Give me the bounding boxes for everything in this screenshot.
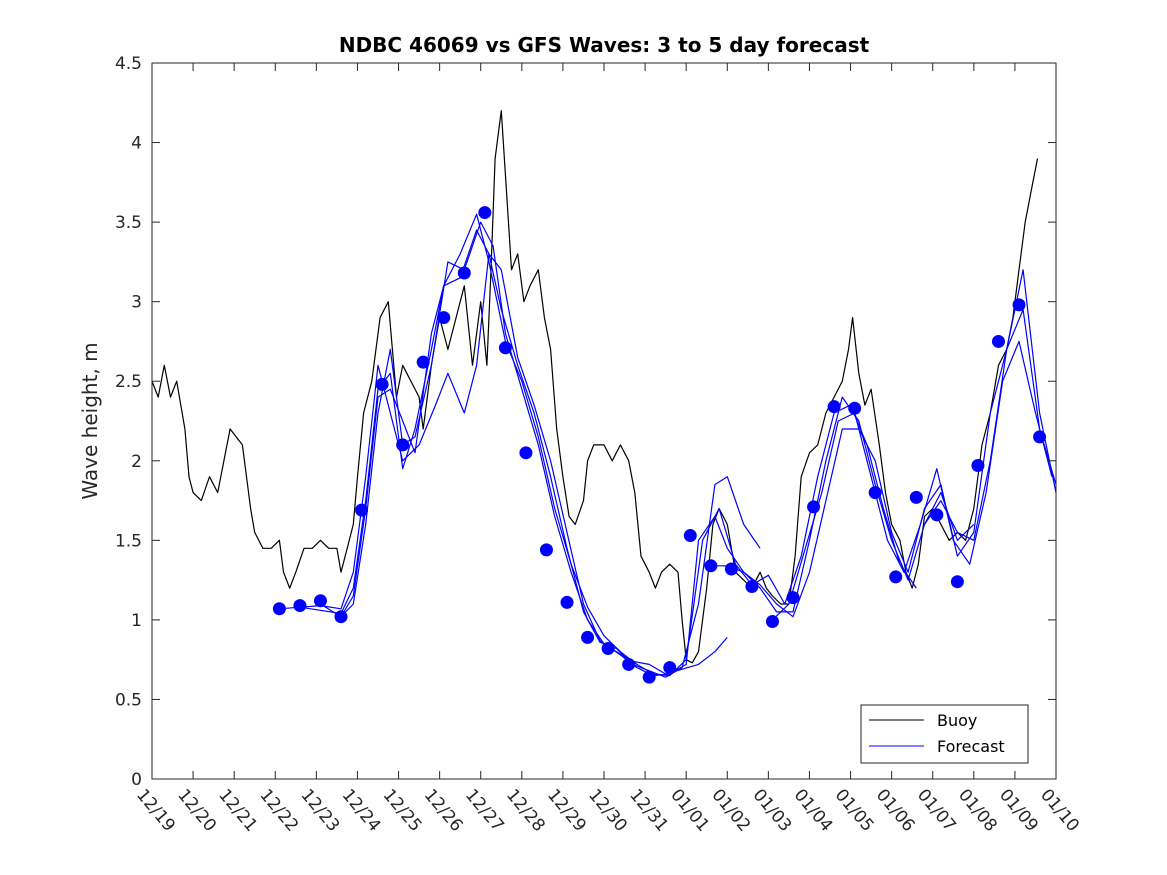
forecast-marker — [868, 486, 882, 500]
forecast-marker — [519, 446, 533, 460]
forecast-marker — [539, 543, 553, 557]
forecast-marker — [827, 400, 841, 414]
forecast-marker — [991, 334, 1005, 348]
plot-background — [152, 63, 1056, 779]
legend-label-buoy: Buoy — [937, 711, 977, 730]
forecast-marker — [971, 459, 985, 473]
forecast-line — [772, 340, 1053, 621]
forecast-marker — [437, 311, 451, 325]
forecast-marker — [807, 500, 821, 514]
y-axis: 0 0.5 1 1.5 2 2.5 3 3.5 4 4.5 — [115, 54, 1056, 790]
forecast-marker — [560, 595, 574, 609]
forecast-marker — [663, 661, 677, 675]
forecast-marker — [930, 508, 944, 522]
forecast-marker — [457, 266, 471, 280]
forecast-marker — [396, 438, 410, 452]
chart-title: NDBC 46069 vs GFS Waves: 3 to 5 day fore… — [339, 33, 870, 57]
y-tick-label: 3 — [131, 293, 142, 313]
forecast-marker — [1012, 298, 1026, 312]
forecast-line — [924, 309, 1057, 541]
forecast-marker — [683, 529, 697, 543]
forecast-marker — [313, 594, 327, 608]
legend-label-forecast: Forecast — [937, 737, 1005, 756]
forecast-marker — [375, 377, 389, 391]
forecast-marker — [272, 602, 286, 616]
y-tick-label: 4.5 — [115, 54, 142, 74]
forecast-marker — [642, 670, 656, 684]
forecast-marker-layer — [272, 206, 1047, 684]
forecast-marker — [581, 630, 595, 644]
forecast-marker — [786, 591, 800, 605]
forecast-marker — [416, 355, 430, 369]
forecast-marker — [724, 562, 738, 576]
forecast-marker — [909, 490, 923, 504]
y-tick-label: 2 — [131, 452, 142, 472]
forecast-marker — [334, 610, 348, 624]
forecast-marker — [745, 579, 759, 593]
forecast-marker — [950, 575, 964, 589]
y-tick-label: 1 — [131, 611, 142, 631]
forecast-marker — [889, 570, 903, 584]
y-tick-label: 0.5 — [115, 690, 142, 710]
plot-area — [151, 62, 1057, 780]
forecast-marker — [622, 657, 636, 671]
buoy-series-layer — [151, 110, 1039, 664]
y-axis-label: Wave height, m — [78, 342, 102, 499]
forecast-marker — [704, 559, 718, 573]
forecast-marker — [1033, 430, 1047, 444]
y-tick-label: 3.5 — [115, 213, 142, 233]
forecast-marker — [848, 401, 862, 415]
forecast-marker — [293, 599, 307, 613]
forecast-marker — [478, 206, 492, 220]
buoy-line — [151, 110, 1039, 664]
legend-box — [860, 704, 1029, 764]
forecast-marker — [355, 503, 369, 517]
y-tick-label: 1.5 — [115, 531, 142, 551]
forecast-line — [340, 221, 975, 677]
y-tick-label: 4 — [131, 134, 142, 154]
legend: Buoy Forecast — [860, 704, 1029, 764]
forecast-marker — [765, 614, 779, 628]
forecast-marker — [498, 341, 512, 355]
forecast-line — [710, 269, 1057, 618]
forecast-marker — [601, 642, 615, 656]
y-tick-label: 0 — [131, 770, 142, 790]
y-tick-label: 2.5 — [115, 372, 142, 392]
